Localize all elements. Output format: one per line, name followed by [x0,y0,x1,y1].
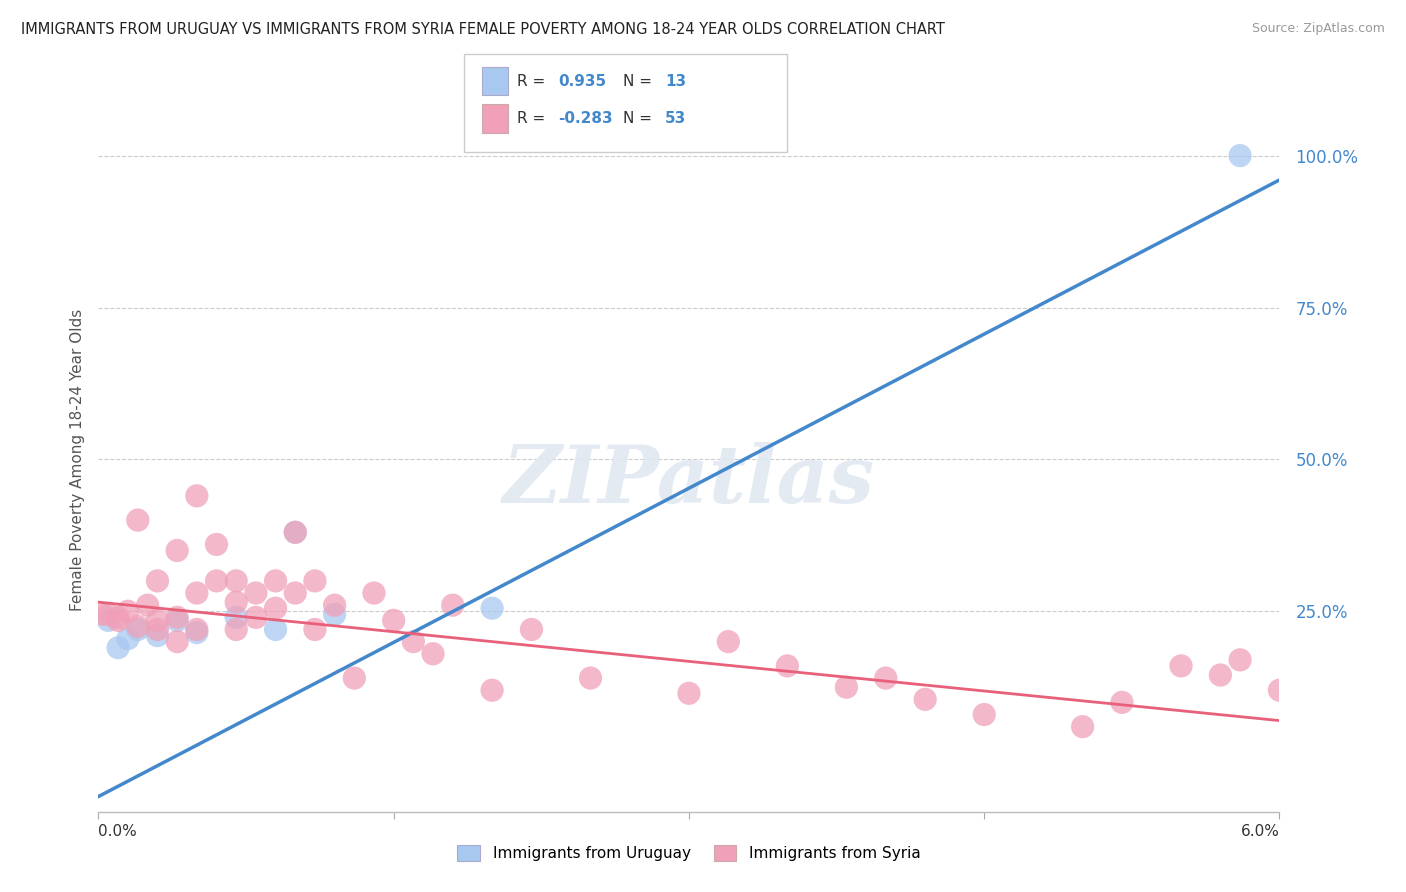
Point [186,623,208,637]
Point [284,586,307,600]
Point [245,610,267,624]
Point [441,598,464,612]
Text: IMMIGRANTS FROM URUGUAY VS IMMIGRANTS FROM SYRIA FEMALE POVERTY AMONG 18-24 YEAR: IMMIGRANTS FROM URUGUAY VS IMMIGRANTS FR… [21,22,945,37]
Point [382,613,405,627]
Text: N =: N = [623,112,657,126]
Point [323,607,346,622]
Point [166,610,188,624]
Point [91,607,114,622]
Point [1229,653,1251,667]
Point [304,574,326,588]
Point [136,598,159,612]
Point [835,680,858,694]
Point [973,707,995,722]
Text: R =: R = [517,112,551,126]
Text: 13: 13 [665,74,686,88]
Point [402,634,425,648]
Point [205,537,228,551]
Point [127,619,149,633]
Point [146,623,169,637]
Point [875,671,897,685]
Point [225,623,247,637]
Point [678,686,700,700]
Point [1268,683,1291,698]
Point [166,613,188,627]
Point [127,513,149,527]
Point [186,625,208,640]
Text: ZIPatlas: ZIPatlas [503,442,875,519]
Point [117,632,139,646]
Point [776,659,799,673]
Text: R =: R = [517,74,551,88]
Point [146,628,169,642]
Point [1111,695,1133,709]
Y-axis label: Female Poverty Among 18-24 Year Olds: Female Poverty Among 18-24 Year Olds [69,309,84,610]
Point [264,623,287,637]
Point [304,623,326,637]
Text: 53: 53 [665,112,686,126]
Point [363,586,385,600]
Point [717,634,740,648]
Point [245,586,267,600]
Point [914,692,936,706]
Point [107,613,129,627]
Point [107,610,129,624]
Point [323,598,346,612]
Point [520,623,543,637]
Point [343,671,366,685]
Point [579,671,602,685]
Point [127,623,149,637]
Point [166,543,188,558]
Point [1209,668,1232,682]
Text: 0.935: 0.935 [558,74,606,88]
Point [264,574,287,588]
Point [1071,720,1094,734]
Text: -0.283: -0.283 [558,112,613,126]
Text: N =: N = [623,74,657,88]
Text: 6.0%: 6.0% [1240,824,1279,838]
Point [146,574,169,588]
Point [225,595,247,609]
Text: Source: ZipAtlas.com: Source: ZipAtlas.com [1251,22,1385,36]
Point [481,601,503,615]
Point [264,601,287,615]
Point [186,489,208,503]
Legend: Immigrants from Uruguay, Immigrants from Syria: Immigrants from Uruguay, Immigrants from… [451,839,927,868]
Point [422,647,444,661]
Point [97,613,120,627]
Point [225,610,247,624]
Point [284,525,307,540]
Point [107,640,129,655]
Point [284,525,307,540]
Point [117,604,139,618]
Point [1229,148,1251,162]
Point [205,574,228,588]
Point [1170,659,1192,673]
Point [225,574,247,588]
Text: 0.0%: 0.0% [98,824,138,838]
Point [166,634,188,648]
Point [186,586,208,600]
Point [97,607,120,622]
Point [146,613,169,627]
Point [481,683,503,698]
